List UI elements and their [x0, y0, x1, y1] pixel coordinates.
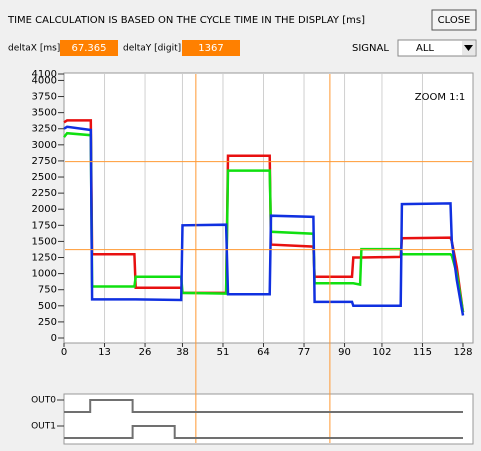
signal-line [63, 119, 465, 313]
dropdown-arrow[interactable] [464, 45, 473, 51]
x-tick-label: 64 [257, 347, 270, 358]
y-tick-label: 4100 [32, 69, 57, 80]
y-tick-label: 2250 [32, 188, 57, 199]
y-tick-label: 1750 [32, 220, 57, 231]
x-tick-label: 13 [98, 347, 111, 358]
x-tick-label: 0 [61, 347, 67, 358]
channel-line [64, 399, 463, 413]
x-tick-label: 128 [453, 347, 472, 358]
y-tick-label: 1250 [32, 253, 57, 264]
y-tick-label: 1500 [32, 236, 57, 247]
close-label[interactable]: CLOSE [438, 15, 471, 26]
y-tick-label: 750 [38, 285, 57, 296]
x-tick-label: 51 [217, 347, 230, 358]
y-tick-label: 2000 [32, 204, 57, 215]
y-tick-label: 3500 [32, 108, 57, 119]
y-tick-label: 500 [38, 301, 57, 312]
signal-line [63, 131, 465, 313]
y-tick-label: 3000 [32, 140, 57, 151]
delta-x-box [60, 40, 118, 56]
y-tick-label: 250 [38, 317, 57, 328]
delta-y-value: 1367 [198, 43, 223, 54]
channel-line [64, 425, 463, 439]
y-tick-label: 2500 [32, 172, 57, 183]
delta-y-label: deltaY [digit] [123, 44, 181, 54]
zoom-label: ZOOM 1:1 [415, 92, 466, 103]
main-plot-area [63, 72, 474, 344]
signal-line [63, 125, 465, 316]
channel-label: OUT0 [31, 396, 56, 406]
close-button[interactable] [431, 9, 477, 31]
y-tick-label: 0 [51, 333, 57, 344]
x-tick-label: 38 [176, 347, 189, 358]
x-tick-label: 90 [338, 347, 351, 358]
y-tick-label: 1000 [32, 269, 57, 280]
digital-plot-area [63, 393, 474, 445]
delta-x-label: deltaX [ms] [8, 44, 60, 54]
y-tick-label: 3750 [32, 92, 57, 103]
delta-x-value: 67.365 [72, 43, 107, 54]
signal-value[interactable]: ALL [416, 43, 434, 54]
y-tick-label: 2750 [32, 156, 57, 167]
x-tick-label: 115 [413, 347, 432, 358]
x-tick-label: 26 [139, 347, 152, 358]
signal-label: SIGNAL [352, 43, 389, 54]
x-tick-label: 102 [372, 347, 391, 358]
x-tick-label: 77 [298, 347, 311, 358]
delta-y-box [182, 40, 240, 56]
y-tick-label: 3250 [32, 124, 57, 135]
signal-dropdown[interactable] [397, 39, 477, 57]
channel-label: OUT1 [31, 422, 56, 432]
y-tick-label: 4000 [32, 75, 57, 86]
header-title: TIME CALCULATION IS BASED ON THE CYCLE T… [7, 15, 365, 26]
